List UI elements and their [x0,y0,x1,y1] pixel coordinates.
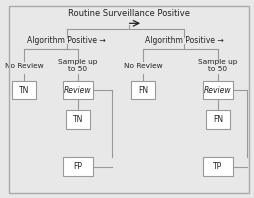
FancyBboxPatch shape [202,157,232,176]
Text: Review: Review [64,86,91,95]
Text: FN: FN [137,86,148,95]
FancyBboxPatch shape [63,157,93,176]
Text: TN: TN [72,115,83,124]
FancyBboxPatch shape [12,81,36,99]
FancyBboxPatch shape [205,110,229,129]
Text: Algorithm Positive →: Algorithm Positive → [144,35,223,45]
Text: No Review: No Review [123,63,162,69]
FancyBboxPatch shape [131,81,154,99]
Text: No Review: No Review [5,63,43,69]
FancyBboxPatch shape [202,81,232,99]
Text: TP: TP [213,162,222,171]
Text: TN: TN [19,86,29,95]
Text: Sample up
to 50: Sample up to 50 [198,59,237,72]
Text: Routine Surveillance Positive: Routine Surveillance Positive [68,9,189,18]
Text: FP: FP [73,162,82,171]
Text: FN: FN [212,115,222,124]
FancyBboxPatch shape [63,81,93,99]
Text: Sample up
to 50: Sample up to 50 [58,59,97,72]
Text: Algorithm Positive →: Algorithm Positive → [27,35,106,45]
Text: Review: Review [203,86,231,95]
FancyBboxPatch shape [66,110,89,129]
